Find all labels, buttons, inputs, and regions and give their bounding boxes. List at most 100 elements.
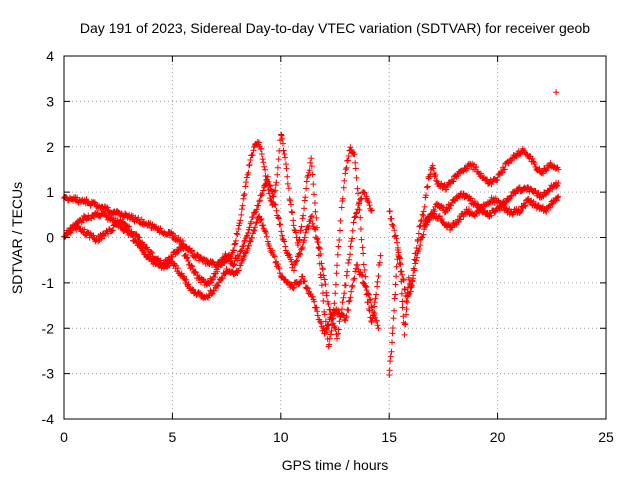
data-point-track-c	[75, 223, 82, 230]
data-point-track-a	[234, 231, 241, 238]
data-point-track-a	[242, 183, 249, 190]
data-point-track-a	[274, 171, 281, 178]
data-point-track-c	[342, 317, 349, 324]
data-point-track-d	[501, 166, 508, 173]
data-point-track-c	[251, 227, 258, 234]
data-point-track-a	[245, 169, 252, 176]
data-point-track-d	[403, 311, 410, 318]
data-point-track-c	[252, 224, 259, 231]
data-point-track-a	[360, 250, 367, 257]
x-tick-label: 20	[490, 429, 506, 445]
data-point-track-c	[115, 219, 122, 226]
data-point-track-b	[246, 224, 253, 231]
data-point-track-a	[289, 209, 296, 216]
data-point-track-b	[354, 206, 361, 213]
x-tick-label: 15	[381, 429, 397, 445]
data-point-track-c	[347, 294, 354, 301]
data-point-track-c	[311, 298, 318, 305]
data-point-track-a	[336, 237, 343, 244]
data-point-track-e	[420, 231, 427, 238]
data-point-track-b	[302, 229, 309, 236]
data-point-track-c	[373, 317, 380, 324]
data-point-track-a	[342, 166, 349, 173]
data-point-track-b	[316, 245, 323, 252]
data-point-track-a	[355, 190, 362, 197]
data-point-track-b	[270, 193, 277, 200]
data-point-track-a	[357, 214, 364, 221]
data-point-track-b	[339, 299, 346, 306]
data-point-track-f	[430, 214, 437, 221]
data-point-track-d	[473, 164, 480, 171]
data-point-track-c	[270, 252, 277, 259]
data-point-track-c	[314, 308, 321, 315]
data-point-track-a	[322, 318, 329, 325]
data-point-track-a	[262, 166, 269, 173]
data-point-track-b	[267, 182, 274, 189]
data-point-track-f	[438, 216, 445, 223]
data-point-track-a	[315, 245, 322, 252]
data-point-track-b	[353, 209, 360, 216]
data-point-track-b	[336, 318, 343, 325]
data-point-track-e	[508, 192, 515, 199]
data-point-track-c	[330, 312, 337, 319]
data-point-track-c	[235, 267, 242, 274]
data-point-track-b	[306, 218, 313, 225]
data-point-track-d	[423, 184, 430, 191]
data-point-track-c	[366, 296, 373, 303]
data-point-track-e	[413, 257, 420, 264]
data-point-track-a	[299, 215, 306, 222]
data-point-track-f	[553, 197, 560, 204]
data-point-track-b	[290, 267, 297, 274]
data-point-track-c	[174, 265, 181, 272]
data-point-track-a	[354, 185, 361, 192]
data-point-track-f	[547, 204, 554, 211]
data-point-track-f	[465, 206, 472, 213]
data-point-track-a	[243, 179, 250, 186]
data-point-track-d	[555, 166, 562, 173]
data-point-track-b	[341, 290, 348, 297]
data-point-track-c	[276, 265, 283, 272]
y-tick-label: -2	[42, 320, 55, 336]
data-point-track-c	[349, 282, 356, 289]
data-point-track-a	[366, 307, 373, 314]
data-point-track-a	[259, 156, 266, 163]
data-point-track-b	[256, 198, 263, 205]
data-point-track-a	[104, 204, 111, 211]
data-point-track-c	[129, 232, 136, 238]
data-point-track-a	[280, 147, 287, 154]
data-point-track-d	[393, 273, 400, 280]
data-point-track-f	[555, 193, 562, 200]
data-point-track-b	[268, 187, 275, 194]
data-point-track-a	[274, 164, 281, 171]
x-tick-label: 25	[598, 429, 614, 445]
data-point-track-f	[542, 207, 549, 214]
data-point-track-b	[301, 237, 308, 244]
data-point-track-d	[531, 161, 538, 168]
data-point-track-c	[276, 270, 283, 277]
data-point-track-c	[367, 296, 374, 303]
data-point-track-a	[247, 156, 254, 163]
data-point-track-e	[412, 260, 419, 267]
data-point-track-d	[388, 348, 395, 355]
data-point-track-c	[369, 304, 376, 311]
data-point-track-c	[348, 288, 355, 295]
data-point-track-a	[238, 206, 245, 213]
data-point-track-b	[320, 272, 327, 279]
data-point-track-e	[399, 271, 406, 278]
data-point-track-a	[376, 259, 383, 266]
data-point-track-b	[365, 199, 372, 206]
data-point-track-c	[215, 282, 222, 289]
data-point-track-b	[236, 253, 243, 260]
data-point-track-f	[554, 194, 561, 201]
data-point-track-d	[432, 171, 439, 178]
data-point-track-c	[211, 287, 218, 294]
data-point-track-b	[265, 178, 272, 185]
data-point-track-a	[240, 192, 247, 199]
data-point-track-a	[357, 226, 364, 233]
data-point-track-b	[323, 292, 330, 299]
data-point-track-c	[90, 232, 97, 239]
data-point-track-e	[393, 235, 400, 242]
data-point-track-a	[358, 236, 365, 243]
data-point-track-b	[228, 257, 235, 264]
data-point-track-d	[390, 315, 397, 322]
